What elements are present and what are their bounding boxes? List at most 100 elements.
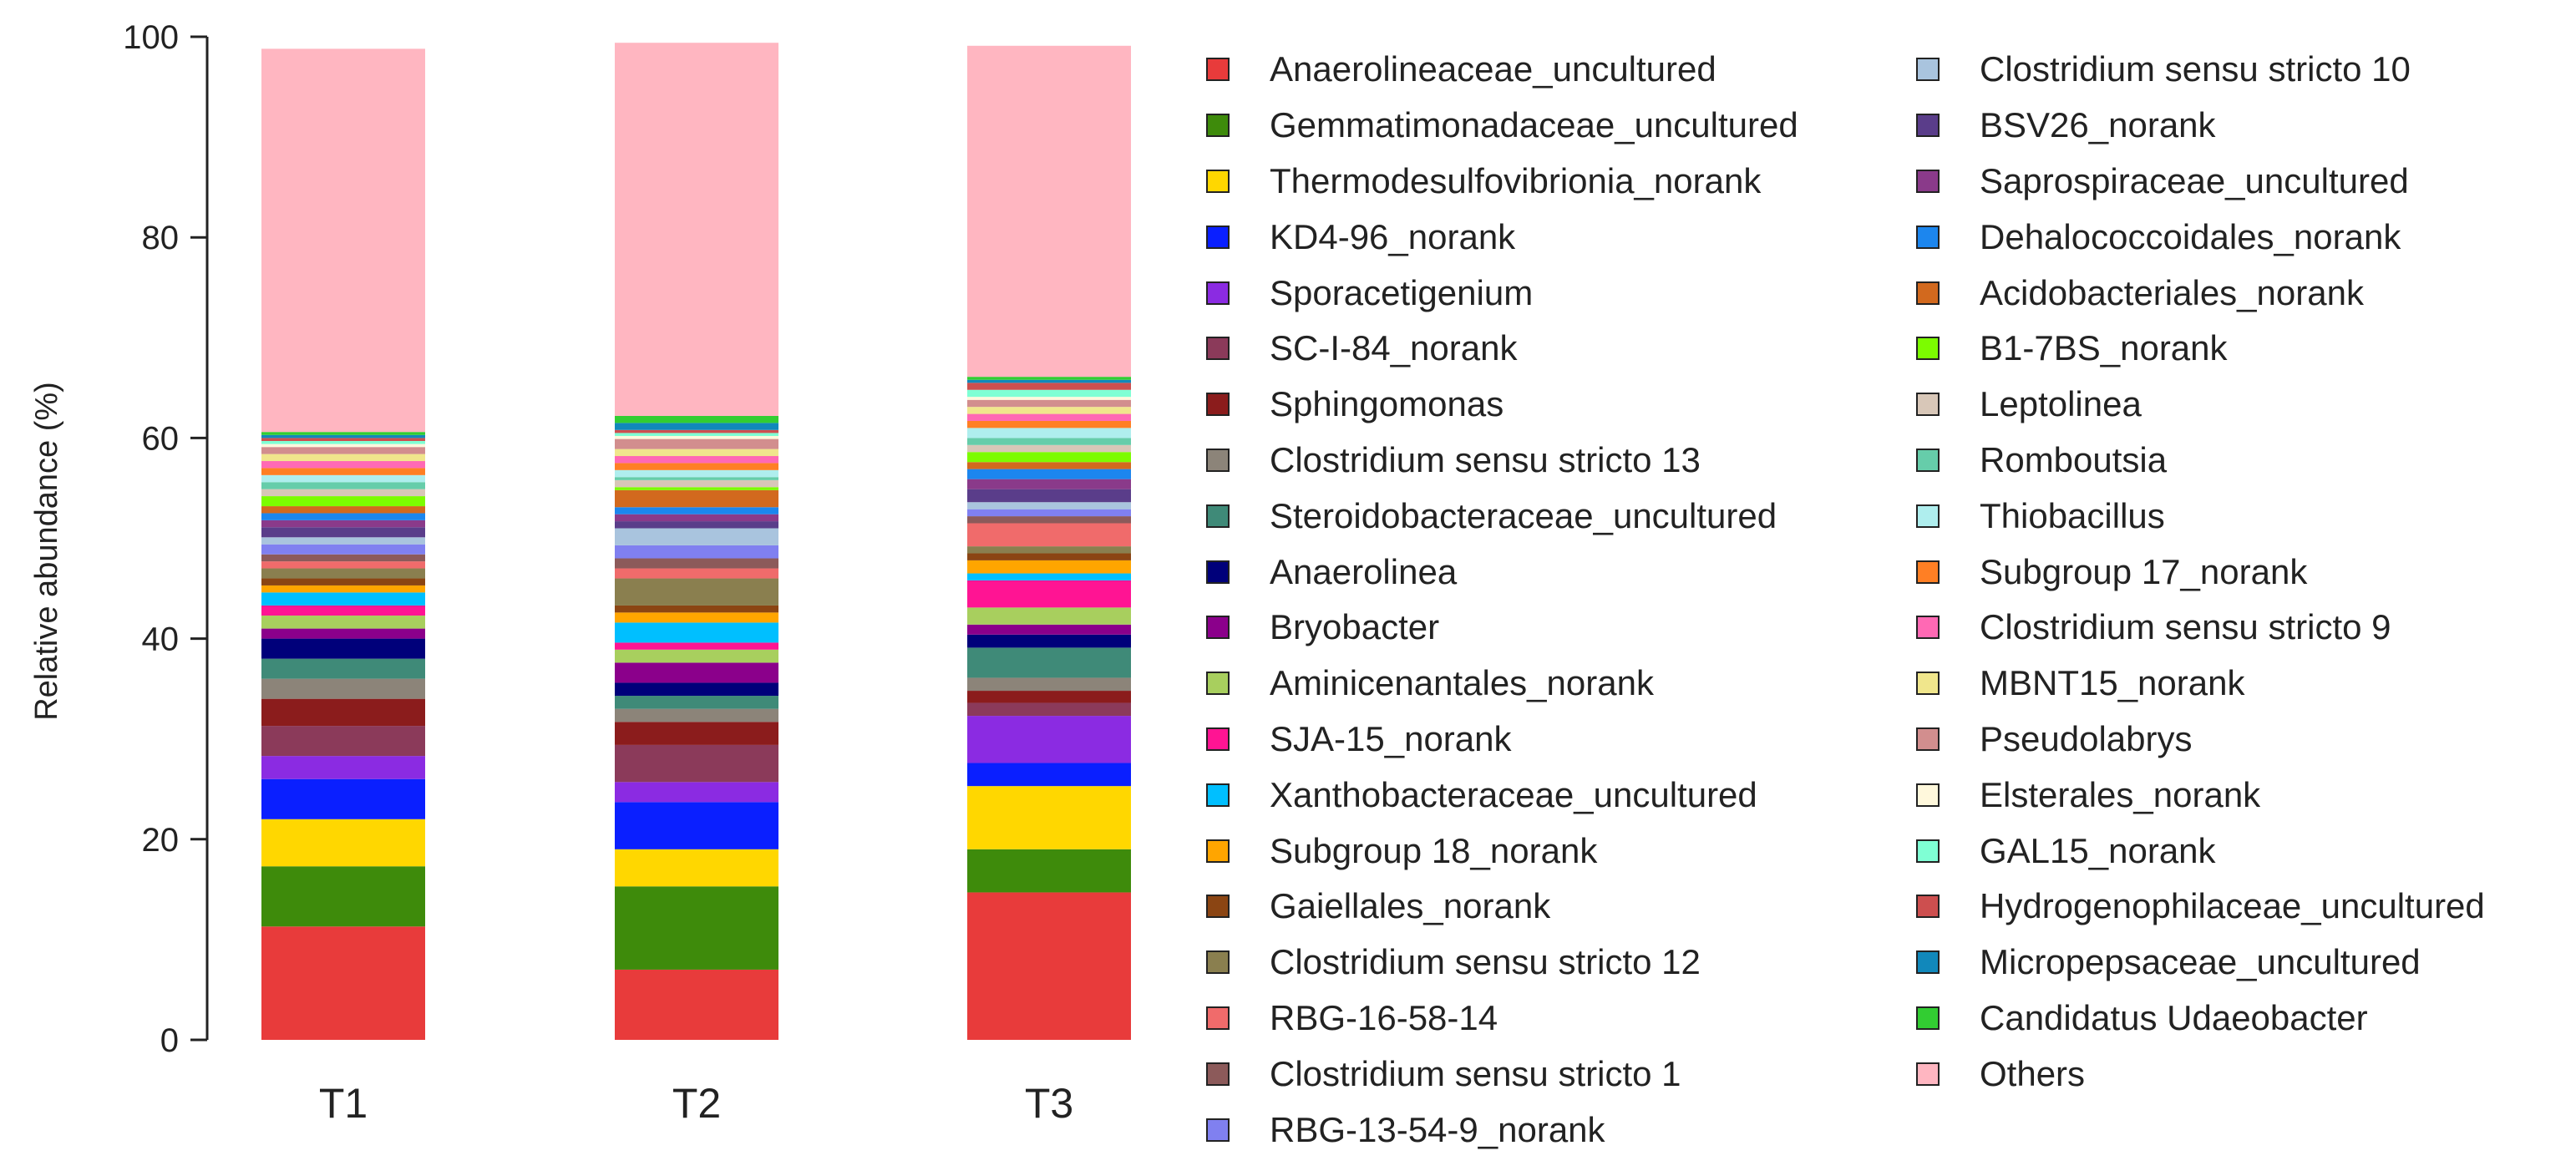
bar-segment (615, 489, 778, 508)
bar-segment (261, 441, 425, 444)
bar-segment (261, 658, 425, 679)
legend-label: SC-I-84_norank (1270, 328, 1518, 368)
legend-item: Xanthobacteraceae_uncultured (1203, 767, 1913, 823)
bar-segment (967, 489, 1131, 503)
legend-label: Clostridium sensu stricto 1 (1270, 1053, 1681, 1093)
bar-segment (615, 802, 778, 849)
legend-label: Micropepsaceae_uncultured (1980, 942, 2421, 982)
bar-segment (615, 722, 778, 745)
legend-label: Xanthobacteraceae_uncultured (1270, 774, 1757, 814)
legend-item: Candidatus Udaeobacter (1913, 991, 2573, 1047)
legend-item: SJA-15_norank (1203, 712, 1913, 768)
bar-segment (261, 628, 425, 639)
legend-item: Hydrogenophilaceae_uncultured (1913, 879, 2573, 935)
legend-swatch (1916, 839, 1940, 863)
bar-segment (967, 379, 1131, 383)
bar-segment (967, 580, 1131, 608)
legend-swatch (1916, 58, 1940, 82)
bar-segment (615, 886, 778, 970)
bar-segment (967, 479, 1131, 489)
legend-label: GAL15_norank (1980, 830, 2216, 870)
bar-segment (615, 449, 778, 457)
bar-segment (967, 45, 1131, 378)
bar-segment (967, 634, 1131, 648)
legend-label: Romboutsia (1980, 439, 2168, 479)
legend-label: KD4-96_norank (1270, 216, 1516, 256)
bar-segment (967, 786, 1131, 849)
bar-segment (261, 866, 425, 927)
legend-swatch (1916, 504, 1940, 528)
bar-segment (967, 560, 1131, 574)
legend-label: Subgroup 18_norank (1270, 830, 1598, 870)
legend-label: Steroidobacteraceae_uncultured (1270, 495, 1777, 535)
legend-item: Subgroup 18_norank (1203, 823, 1913, 879)
legend-label: Aminicenantales_norank (1270, 663, 1654, 703)
legend-swatch (1206, 1062, 1230, 1086)
legend-label: RBG-16-58-14 (1270, 997, 1498, 1037)
legend-item: Acidobacteriales_norank (1913, 265, 2573, 321)
bar-segment (615, 568, 778, 579)
legend-label: Bryobacter (1270, 607, 1440, 647)
y-tick-label: 20 (142, 822, 180, 859)
legend-swatch (1916, 225, 1940, 249)
bar-segment (261, 698, 425, 727)
bar-segment (967, 407, 1131, 414)
bar-segment (261, 496, 425, 507)
legend-swatch (1206, 504, 1230, 528)
bar-segment (261, 468, 425, 475)
legend-label: Others (1980, 1053, 2086, 1093)
bar-segment (615, 708, 778, 722)
bar-segment (615, 682, 778, 697)
bar-segment (967, 892, 1131, 1040)
legend-item: Leptolinea (1913, 377, 2573, 433)
bar-segment (261, 638, 425, 659)
y-tick-label: 60 (142, 420, 180, 457)
bar-segment (967, 469, 1131, 479)
legend-swatch (1916, 783, 1940, 807)
legend-swatch (1206, 1006, 1230, 1030)
legend-item: Dehalococcoidales_norank (1913, 209, 2573, 265)
legend-label: MBNT15_norank (1980, 663, 2245, 703)
bar-segment (967, 573, 1131, 580)
bar-segment (615, 463, 778, 470)
legend-item: Sphingomonas (1203, 377, 1913, 433)
bar-segment (615, 521, 778, 529)
bar-segment (615, 469, 778, 478)
bar-segment (261, 585, 425, 593)
y-tick-label: 0 (160, 1022, 179, 1059)
legend-swatch (1916, 281, 1940, 305)
bar-segment (261, 474, 425, 483)
legend-label: RBG-13-54-9_norank (1270, 1109, 1605, 1149)
bar-segment (261, 438, 425, 442)
legend-item: Bryobacter (1203, 600, 1913, 656)
y-tick-label: 40 (142, 621, 180, 658)
bar-segment (615, 528, 778, 545)
bar-segment (261, 489, 425, 497)
legend-label: Subgroup 17_norank (1980, 551, 2308, 591)
legend-item: Romboutsia (1913, 433, 2573, 489)
legend-label: Gemmatimonadaceae_uncultured (1270, 105, 1798, 145)
legend-item: SC-I-84_norank (1203, 321, 1913, 377)
bar-segment (261, 48, 425, 433)
legend: Anaerolineaceae_uncultured Gemmatimonadac… (1203, 42, 2573, 1161)
y-tick-label: 80 (142, 220, 180, 256)
legend-swatch (1916, 1006, 1940, 1030)
legend-swatch (1916, 616, 1940, 640)
legend-item: Thermodesulfovibrionia_norank (1203, 154, 1913, 210)
bar-segment (967, 677, 1131, 692)
legend-item: RBG-13-54-9_norank (1203, 1102, 1913, 1158)
legend-label: Anaerolinea (1270, 551, 1458, 591)
legend-swatch (1916, 169, 1940, 193)
bar-segment (967, 413, 1131, 421)
bars (261, 43, 1131, 1040)
legend-item: Anaerolinea (1203, 544, 1913, 600)
x-tick-label: T2 (672, 1080, 721, 1127)
bar-segment (261, 615, 425, 629)
bar-segment (261, 434, 425, 438)
legend-item: GAL15_norank (1913, 823, 2573, 879)
legend-item: Sporacetigenium (1203, 265, 1913, 321)
bar-segment (967, 428, 1131, 438)
legend-swatch (1206, 58, 1230, 82)
legend-swatch (1206, 225, 1230, 249)
